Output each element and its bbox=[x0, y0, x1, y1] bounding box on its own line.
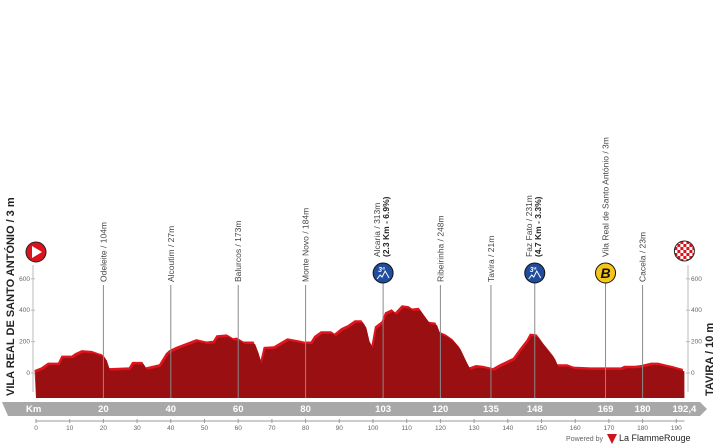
km-band-label: 148 bbox=[527, 404, 543, 415]
x-tick-label: 140 bbox=[502, 425, 513, 432]
y-tick-label-right: 0 bbox=[691, 370, 695, 377]
checker-square bbox=[683, 250, 687, 253]
checker-square bbox=[692, 241, 695, 244]
waypoint-label: Alcoutim / 27m bbox=[166, 226, 176, 282]
flamme-rouge-logo-icon bbox=[607, 434, 617, 444]
waypoint-label: Cacela / 23m bbox=[638, 232, 648, 282]
checker-square bbox=[689, 256, 693, 259]
checker-square bbox=[689, 250, 693, 253]
checker-square bbox=[683, 256, 687, 259]
x-tick-label: 40 bbox=[167, 425, 175, 432]
finish-location-label: TAVIRA / 10 m bbox=[704, 323, 716, 396]
waypoint-lines bbox=[102, 282, 644, 398]
x-tick-label: 190 bbox=[671, 425, 682, 432]
checker-square bbox=[692, 247, 695, 250]
km-band-label: 20 bbox=[98, 404, 109, 415]
x-tick-label: 80 bbox=[302, 425, 310, 432]
x-tick-label: 110 bbox=[402, 425, 413, 432]
checker-square bbox=[680, 259, 684, 261]
km-band-unit: Km bbox=[26, 404, 41, 415]
checker-square bbox=[686, 247, 690, 250]
checker-square bbox=[674, 253, 678, 256]
x-tick-label: 70 bbox=[268, 425, 276, 432]
waypoint-label: Balurcos / 173m bbox=[233, 221, 243, 282]
waypoint-label: Monte Novo / 184m bbox=[301, 208, 311, 282]
x-tick-label: 90 bbox=[336, 425, 344, 432]
x-tick-label: 0 bbox=[34, 425, 38, 432]
x-tick-label: 10 bbox=[66, 425, 74, 432]
x-tick-label: 170 bbox=[603, 425, 614, 432]
x-tick-label: 150 bbox=[536, 425, 547, 432]
y-tick-label-right: 200 bbox=[691, 339, 702, 346]
x-tick-label: 20 bbox=[100, 425, 108, 432]
markers: Odeleite / 104m Alcoutim / 27m Balurcos / … bbox=[25, 137, 695, 284]
km-band-label: 103 bbox=[375, 404, 391, 415]
x-tick-label: 30 bbox=[133, 425, 141, 432]
y-tick-label-left: 200 bbox=[19, 339, 30, 346]
x-tick-label: 120 bbox=[435, 425, 446, 432]
km-band-label: 192,4 bbox=[672, 404, 696, 415]
km-band-label: 169 bbox=[598, 404, 614, 415]
climb-category-label: 3ª bbox=[378, 267, 385, 274]
finish-outline bbox=[673, 240, 695, 262]
x-tick-label: 160 bbox=[570, 425, 581, 432]
x-tick-label: 100 bbox=[368, 425, 379, 432]
checker-square bbox=[686, 253, 690, 256]
profile-area bbox=[36, 307, 685, 398]
x-tick-label: 50 bbox=[201, 425, 209, 432]
y-tick-label-right: 400 bbox=[691, 307, 702, 314]
checker-square bbox=[677, 256, 681, 259]
brand-text: La FlammeRouge bbox=[619, 433, 691, 443]
checker-square bbox=[680, 247, 684, 250]
play-triangle-icon bbox=[32, 246, 42, 258]
km-band-label: 120 bbox=[432, 404, 448, 415]
checker-square bbox=[683, 244, 687, 247]
y-tick-label-left: 0 bbox=[26, 370, 30, 377]
checker-square bbox=[677, 244, 681, 247]
bonus-sprint-label: B bbox=[600, 265, 610, 281]
checker-square bbox=[674, 247, 678, 250]
climb-category-label: 3ª bbox=[530, 267, 537, 274]
waypoint-label: Ribeirinha / 248m bbox=[435, 215, 445, 282]
checker-square bbox=[674, 241, 678, 244]
x-tick-label: 60 bbox=[235, 425, 243, 432]
waypoint-label: Odeleite / 104m bbox=[98, 222, 108, 282]
y-tick-label-left: 600 bbox=[19, 276, 30, 283]
km-band-label: 180 bbox=[635, 404, 651, 415]
waypoint-label: Faz Fato / 231m bbox=[524, 195, 534, 257]
x-tick-label: 130 bbox=[469, 425, 480, 432]
climb-detail-label: (4.7 Km - 3.3%) bbox=[533, 196, 543, 257]
checker-square bbox=[674, 259, 678, 261]
km-band-label: 40 bbox=[166, 404, 177, 415]
waypoint-label: Vila Real de Santo António / 3m bbox=[601, 137, 611, 257]
x-tick-label: 180 bbox=[637, 425, 648, 432]
powered-by-footer: Powered by La FlammeRouge bbox=[566, 433, 691, 444]
mountain-icon bbox=[528, 269, 542, 280]
km-band-label: 135 bbox=[483, 404, 500, 415]
bonus-sprint-icon bbox=[595, 262, 617, 284]
km-band-label: 60 bbox=[233, 404, 244, 415]
start-location-label: VILA REAL DE SANTO ANTÓNIO / 3 m bbox=[4, 197, 17, 396]
waypoint-label: Alcaria / 313m bbox=[372, 203, 382, 257]
km-band bbox=[2, 402, 707, 416]
checker-square bbox=[692, 259, 695, 261]
powered-by-text: Powered by bbox=[566, 436, 603, 443]
checker-square bbox=[680, 253, 684, 256]
checker-square bbox=[686, 241, 690, 244]
mountain-icon bbox=[376, 269, 390, 280]
profile bbox=[34, 305, 685, 398]
y-tick-label-left: 400 bbox=[19, 307, 30, 314]
waypoint-label: Tavira / 21m bbox=[486, 236, 496, 282]
climb-detail-label: (2.3 Km - 6.9%) bbox=[381, 196, 391, 257]
y-tick-label-right: 600 bbox=[691, 276, 702, 283]
checker-square bbox=[680, 241, 684, 244]
km-band-label: 80 bbox=[300, 404, 311, 415]
finish-icon bbox=[673, 240, 695, 262]
checker-square bbox=[689, 244, 693, 247]
checker-square bbox=[677, 250, 681, 253]
